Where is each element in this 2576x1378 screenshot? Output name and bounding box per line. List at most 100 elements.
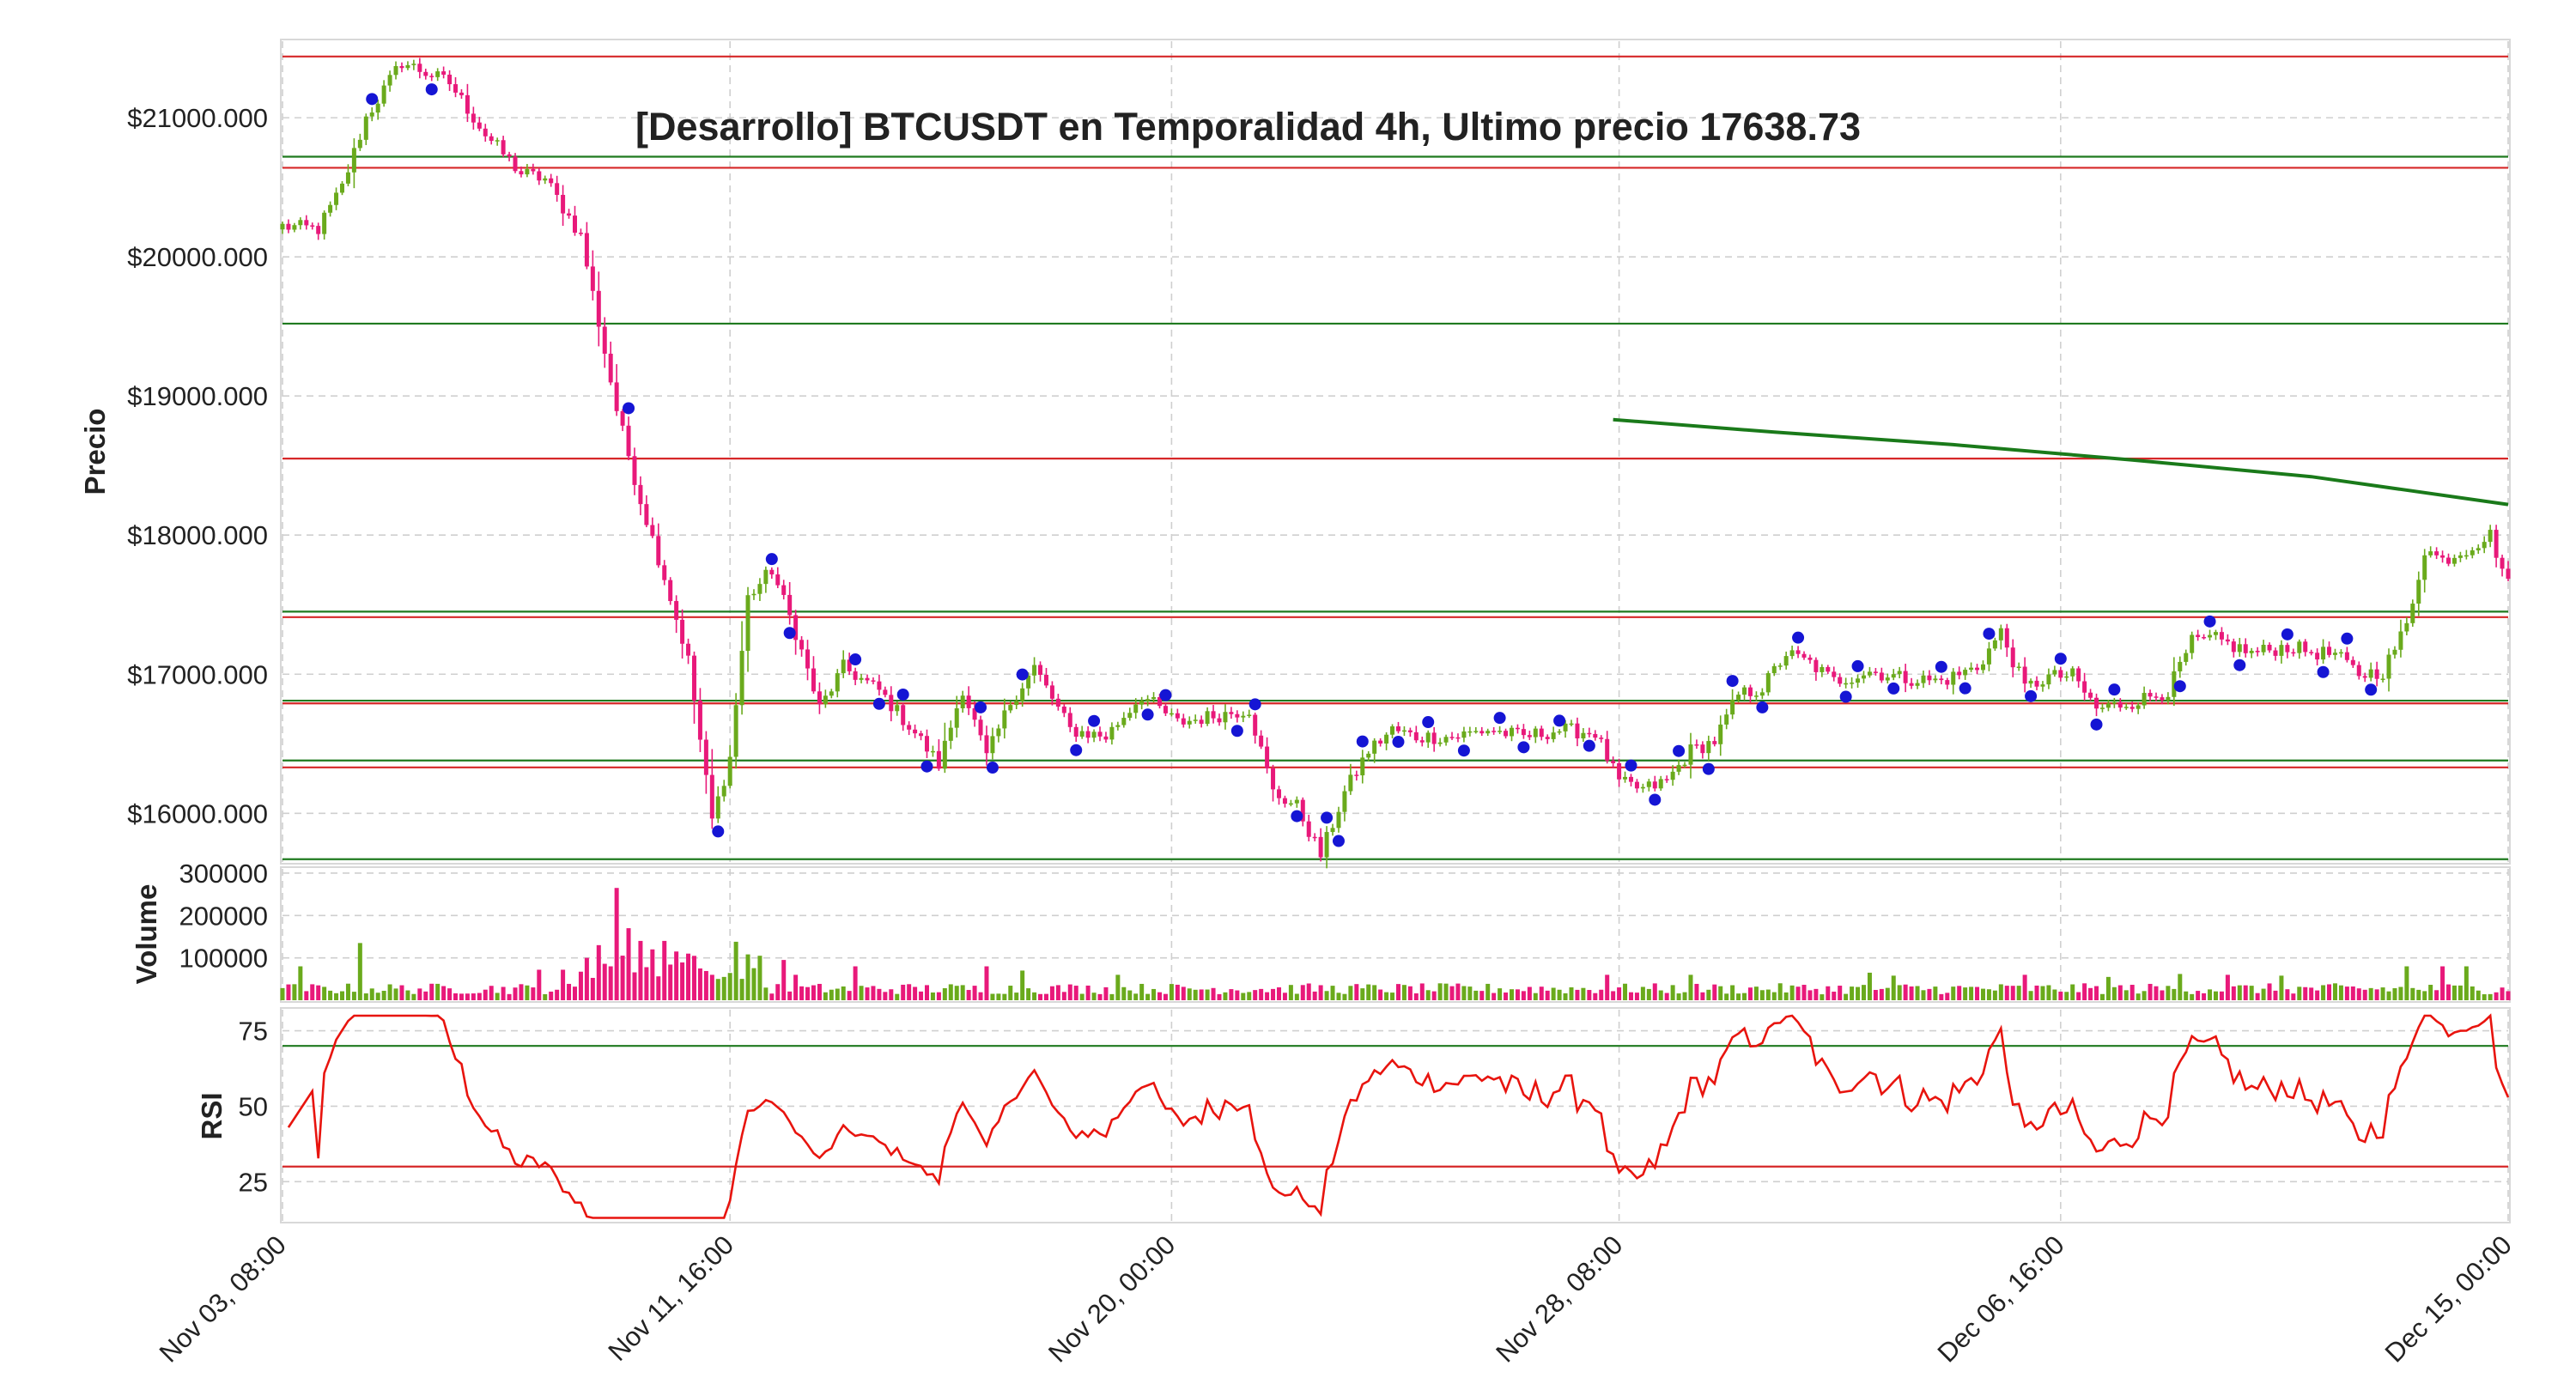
candle-body [1688, 744, 1693, 765]
candle-body [1354, 774, 1359, 776]
pivot-marker [1070, 744, 1083, 756]
candle-body [697, 701, 702, 740]
volume-bar [1443, 983, 1449, 1000]
volume-bar [1510, 989, 1515, 1000]
candle-body [2117, 701, 2123, 708]
candle-body [1193, 719, 1198, 721]
pivot-marker [1935, 660, 1947, 673]
volume-bar [2332, 983, 2337, 1000]
candle-body [978, 719, 983, 736]
volume-bar [1455, 983, 1461, 1000]
rsi-tick-label: 75 [239, 1017, 268, 1047]
volume-bar [1306, 983, 1311, 1000]
volume-bar [2440, 966, 2445, 1000]
candle-body [369, 112, 374, 117]
volume-bar [561, 969, 566, 1000]
candle-body [584, 233, 589, 267]
candle-body [1312, 836, 1317, 839]
candle-body [1563, 723, 1568, 731]
candle-body [543, 178, 548, 181]
candle-body [2410, 604, 2415, 623]
candle-body [930, 750, 935, 753]
candle-body [2213, 632, 2218, 635]
candle-body [823, 695, 828, 705]
volume-bar [1145, 993, 1151, 1000]
pivot-marker [849, 653, 862, 666]
volume-bar [2392, 987, 2397, 1000]
candle-body [2506, 568, 2511, 580]
volume-bar [2219, 991, 2224, 1000]
volume-bar [668, 964, 673, 1000]
volume-bar [1020, 970, 1025, 1000]
volume-bar [1676, 993, 1681, 1000]
volume-bar [1241, 993, 1246, 1000]
volume-bar [1318, 985, 1323, 1000]
volume-bar [2451, 985, 2457, 1000]
sma-line [1613, 417, 2509, 507]
candle-body [1318, 836, 1323, 858]
candle-body [1844, 683, 1849, 685]
candle-body [2196, 634, 2201, 637]
candle-body [1205, 711, 1210, 725]
rsi-tick-label: 50 [239, 1091, 268, 1121]
candle-body [2225, 639, 2230, 642]
candle-body [1795, 650, 1801, 654]
candle-body [1133, 704, 1139, 713]
candle-body [310, 225, 315, 227]
volume-bar [519, 984, 524, 1000]
volume-bar [2082, 983, 2087, 1000]
candle-body [2208, 634, 2213, 638]
volume-bar [1294, 993, 1299, 1000]
volume-bar [1515, 989, 1520, 1000]
volume-bar [1623, 983, 1628, 1000]
candle-body [2111, 701, 2117, 704]
candle-body [2291, 652, 2296, 654]
candle-body [2404, 622, 2409, 632]
candle-body [2350, 659, 2355, 665]
candle-body [525, 168, 530, 175]
volume-bar [686, 953, 691, 1000]
volume-bar [1360, 988, 1365, 1000]
pivot-marker [1726, 675, 1739, 688]
candle-body [1294, 799, 1299, 804]
volume-bar [573, 986, 578, 1000]
volume-bar [2500, 987, 2505, 1000]
volume-bar [799, 986, 805, 1000]
candle-body [549, 178, 554, 184]
volume-bar [2213, 991, 2218, 1000]
volume-bar [495, 993, 500, 1000]
volume-bar [423, 991, 428, 1000]
volume-bar [2237, 985, 2242, 1000]
candle-body [2076, 668, 2081, 682]
candle-body [871, 680, 876, 682]
volume-bar [1730, 985, 1735, 1000]
candle-body [1498, 731, 1503, 732]
candle-body [2440, 555, 2445, 558]
volume-bar [1181, 986, 1186, 1000]
volume-bar [1789, 985, 1795, 1000]
volume-bar [2166, 986, 2171, 1000]
candle-body [2344, 652, 2349, 660]
volume-bar [1073, 986, 1078, 1000]
candle-body [1682, 764, 1687, 767]
candle-body [1730, 699, 1735, 715]
volume-bar [2129, 985, 2135, 1000]
volume-bar [286, 984, 291, 1000]
volume-bar [1366, 984, 1371, 1000]
volume-bar [2046, 985, 2051, 1000]
candle-body [721, 786, 726, 797]
volume-bar [2434, 990, 2439, 1000]
candle-body [1241, 715, 1246, 718]
volume-bar [674, 951, 679, 1000]
candle-body [322, 212, 327, 234]
candle-body [614, 382, 619, 411]
volume-bar [1712, 984, 1717, 1000]
volume-bar [2488, 993, 2493, 1000]
volume-bar [453, 993, 459, 1000]
volume-bar [924, 985, 930, 1000]
volume-bar [1121, 986, 1127, 1000]
candle-body [1891, 674, 1896, 678]
candle-body [626, 425, 631, 457]
candle-body [2046, 674, 2051, 685]
candle-body [2004, 628, 2009, 648]
